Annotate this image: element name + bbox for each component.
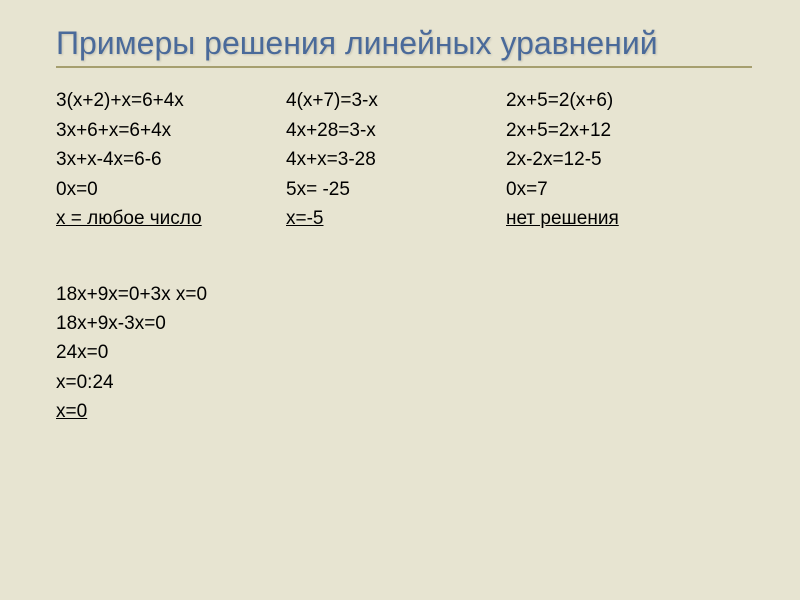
examples-row-result: х = любое число х=-5 нет решения	[56, 204, 752, 233]
slide-title: Примеры решения линейных уравнений	[56, 24, 752, 62]
examples-row-1: 3(х+2)+х=6+4х 4(х+7)=3-х 2х+5=2(х+6)	[56, 86, 752, 115]
slide-content: 3(х+2)+х=6+4х 4(х+7)=3-х 2х+5=2(х+6) 3х+…	[56, 86, 752, 426]
extra-line-2: 18х+9х-3х=0	[56, 309, 752, 338]
extra-line-4: х=0:24	[56, 368, 752, 397]
slide: Примеры решения линейных уравнений 3(х+2…	[0, 0, 800, 600]
extra-line-1: 18х+9х=0+3х х=0	[56, 280, 752, 309]
example-3-line-1: 2х+5=2(х+6)	[506, 86, 726, 115]
extra-line-3: 24х=0	[56, 338, 752, 367]
example-2-line-4: 5х= -25	[286, 175, 506, 204]
example-1-line-2: 3х+6+х=6+4х	[56, 116, 286, 145]
example-1-result: х = любое число	[56, 208, 202, 229]
extra-result: х=0	[56, 401, 87, 422]
title-underline	[56, 66, 752, 68]
example-3-line-2: 2х+5=2х+12	[506, 116, 726, 145]
examples-row-2: 3х+6+х=6+4х 4х+28=3-х 2х+5=2х+12	[56, 116, 752, 145]
example-2-line-2: 4х+28=3-х	[286, 116, 506, 145]
spacer	[56, 234, 752, 280]
example-2-result: х=-5	[286, 208, 324, 229]
example-1-line-4: 0х=0	[56, 175, 286, 204]
example-3-line-4: 0х=7	[506, 175, 726, 204]
examples-row-4: 0х=0 5х= -25 0х=7	[56, 175, 752, 204]
example-2-line-1: 4(х+7)=3-х	[286, 86, 506, 115]
example-3-result: нет решения	[506, 208, 619, 229]
example-1-line-1: 3(х+2)+х=6+4х	[56, 86, 286, 115]
examples-row-3: 3х+х-4х=6-6 4х+х=3-28 2х-2х=12-5	[56, 145, 752, 174]
example-2-line-3: 4х+х=3-28	[286, 145, 506, 174]
example-3-line-3: 2х-2х=12-5	[506, 145, 726, 174]
example-1-line-3: 3х+х-4х=6-6	[56, 145, 286, 174]
